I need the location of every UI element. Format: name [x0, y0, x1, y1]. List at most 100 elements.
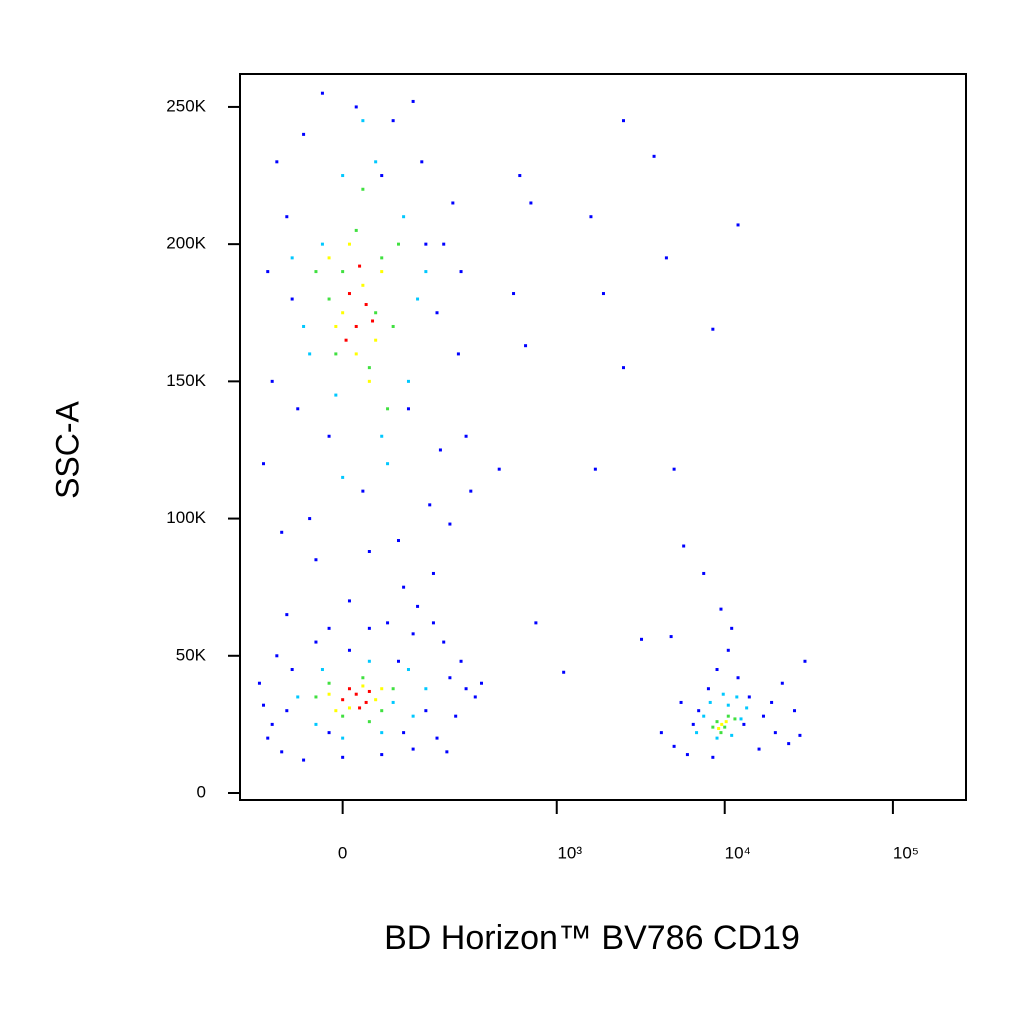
- point: [664, 256, 668, 260]
- point: [367, 366, 371, 370]
- point: [302, 132, 306, 136]
- point: [380, 731, 384, 735]
- point: [442, 640, 446, 644]
- point: [685, 753, 689, 757]
- point: [374, 698, 378, 702]
- point: [396, 242, 400, 246]
- point: [308, 352, 312, 356]
- point: [275, 160, 279, 164]
- point: [682, 544, 686, 548]
- point: [358, 264, 362, 268]
- point: [314, 640, 318, 644]
- x-tick-label: 10⁴: [725, 843, 751, 862]
- point: [386, 407, 390, 411]
- point: [711, 327, 715, 331]
- point: [290, 668, 294, 672]
- point: [416, 297, 420, 301]
- point: [374, 311, 378, 315]
- point: [386, 462, 390, 466]
- point: [308, 517, 312, 521]
- point: [416, 604, 420, 608]
- point: [361, 676, 365, 680]
- point: [420, 160, 424, 164]
- point: [334, 709, 338, 713]
- point: [314, 270, 318, 274]
- point: [364, 700, 368, 704]
- point: [747, 695, 751, 699]
- point: [659, 731, 663, 735]
- point: [711, 755, 715, 759]
- point: [739, 717, 743, 721]
- point: [391, 700, 395, 704]
- point: [334, 324, 338, 328]
- point: [459, 270, 463, 274]
- point: [497, 467, 501, 471]
- y-tick-label: 250K: [166, 96, 206, 115]
- point: [479, 681, 483, 685]
- y-tick-label: 50K: [176, 645, 207, 664]
- point: [320, 91, 324, 95]
- point: [347, 292, 351, 296]
- point: [442, 242, 446, 246]
- point: [320, 668, 324, 672]
- point: [448, 522, 452, 526]
- point: [386, 621, 390, 625]
- point: [275, 654, 279, 658]
- point: [672, 744, 676, 748]
- point: [411, 714, 415, 718]
- point: [406, 379, 410, 383]
- point: [327, 681, 331, 685]
- point: [327, 256, 331, 260]
- point: [464, 687, 468, 691]
- point: [695, 731, 699, 735]
- point: [320, 242, 324, 246]
- point: [347, 648, 351, 652]
- point: [280, 530, 284, 534]
- point: [262, 462, 266, 466]
- point: [529, 201, 533, 205]
- point: [391, 324, 395, 328]
- point: [380, 270, 384, 274]
- y-axis-label: SSC-A: [49, 400, 85, 498]
- x-axis-label: BD Horizon™ BV786 CD19: [384, 919, 800, 957]
- point: [285, 215, 289, 219]
- point: [730, 626, 734, 630]
- point: [715, 720, 719, 724]
- point: [327, 297, 331, 301]
- point: [456, 352, 460, 356]
- point: [459, 659, 463, 663]
- point: [374, 338, 378, 342]
- point: [589, 215, 593, 219]
- y-tick-label: 0: [197, 782, 206, 801]
- x-tick-label: 0: [338, 843, 347, 862]
- plot-frame: [239, 73, 967, 801]
- point: [341, 755, 345, 759]
- point: [314, 695, 318, 699]
- point: [296, 695, 300, 699]
- point: [448, 676, 452, 680]
- point: [367, 720, 371, 724]
- point: [742, 722, 746, 726]
- point: [402, 731, 406, 735]
- point: [652, 154, 656, 158]
- point: [344, 338, 348, 342]
- point: [380, 753, 384, 757]
- point: [364, 303, 368, 307]
- point: [391, 687, 395, 691]
- point: [424, 242, 428, 246]
- point: [266, 270, 270, 274]
- point: [621, 366, 625, 370]
- point: [435, 736, 439, 740]
- point: [367, 626, 371, 630]
- point: [697, 709, 701, 713]
- point: [717, 727, 721, 731]
- point: [266, 736, 270, 740]
- point: [347, 687, 351, 691]
- point: [706, 687, 710, 691]
- point: [334, 352, 338, 356]
- point: [669, 635, 673, 639]
- point: [341, 270, 345, 274]
- point: [723, 725, 727, 729]
- point: [715, 736, 719, 740]
